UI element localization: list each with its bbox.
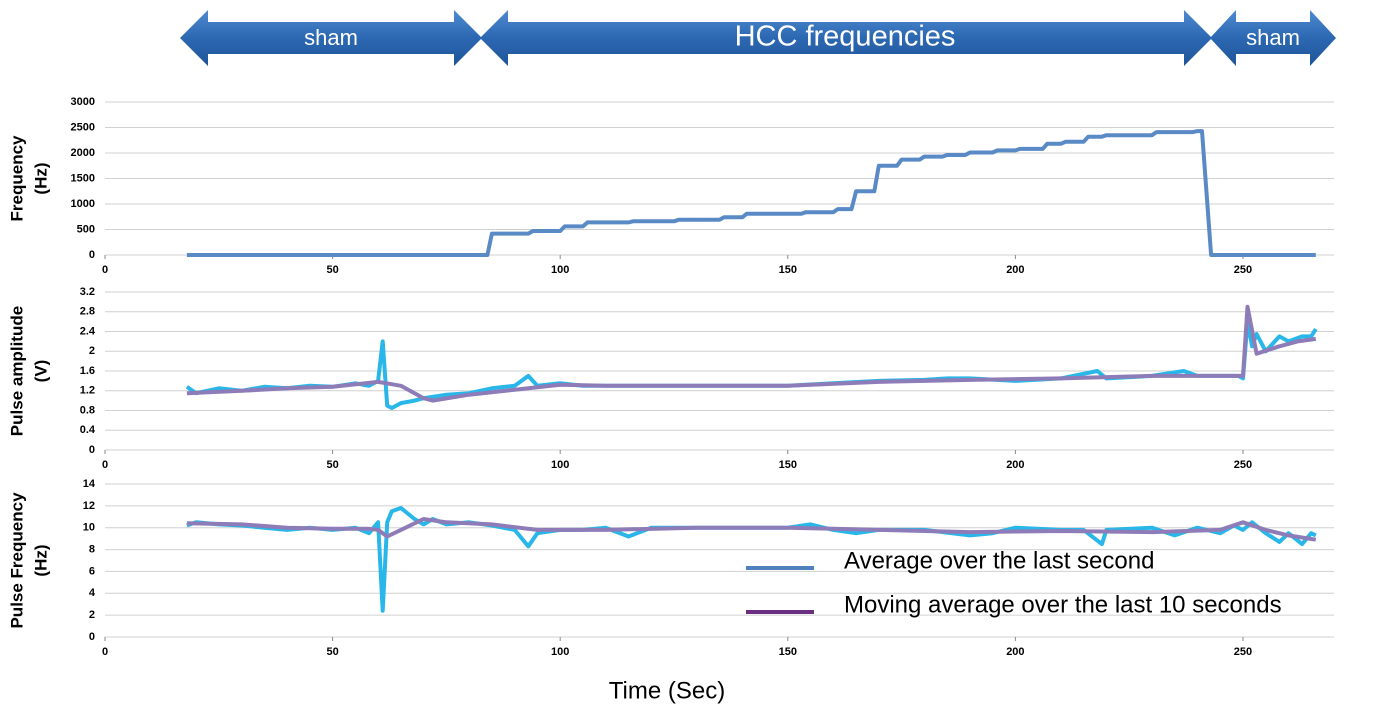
x-tick-label: 200 <box>1006 264 1024 276</box>
x-tick-label: 150 <box>779 459 797 471</box>
y-tick-label: 2000 <box>71 147 95 159</box>
y-tick-label: 0.4 <box>80 424 96 436</box>
x-tick-label: 200 <box>1006 459 1024 471</box>
y-tick-label: 3000 <box>71 96 95 108</box>
phase-label: sham <box>304 25 358 50</box>
y-tick-label: 1.2 <box>80 385 95 397</box>
x-tick-label: 200 <box>1006 646 1024 658</box>
x-tick-label: 50 <box>326 459 338 471</box>
y-tick-label: 2.8 <box>80 306 95 318</box>
data-line <box>186 517 1317 542</box>
y-tick-label: 10 <box>83 522 95 534</box>
y-axis-title: (V) <box>31 360 50 383</box>
phase-arrow <box>1210 10 1336 66</box>
legend-label: Average over the last second <box>844 547 1154 574</box>
x-tick-label: 150 <box>779 646 797 658</box>
y-axis-title: Pulse amplitude <box>7 306 26 436</box>
y-tick-label: 8 <box>89 543 95 555</box>
y-tick-label: 1000 <box>71 198 95 210</box>
data-line <box>186 304 1317 403</box>
phase-arrow <box>480 10 1212 66</box>
y-tick-label: 14 <box>83 478 96 490</box>
x-tick-label: 100 <box>551 459 569 471</box>
y-tick-label: 2.4 <box>80 325 96 337</box>
y-tick-label: 2 <box>89 609 95 621</box>
x-tick-label: 250 <box>1234 264 1252 276</box>
y-axis-title: Pulse Frequency <box>7 492 26 629</box>
y-tick-label: 0 <box>89 249 95 261</box>
x-tick-label: 100 <box>551 646 569 658</box>
phase-arrow <box>180 10 482 66</box>
x-tick-label: 250 <box>1234 646 1252 658</box>
y-axis-title: (Hz) <box>31 162 50 194</box>
x-tick-label: 250 <box>1234 459 1252 471</box>
x-tick-label: 100 <box>551 264 569 276</box>
phase-label: HCC frequencies <box>735 21 956 53</box>
y-axis-title: Frequency <box>7 135 26 222</box>
y-tick-label: 2 <box>89 345 95 357</box>
y-tick-label: 2500 <box>71 121 95 133</box>
y-axis-title: (Hz) <box>31 544 50 576</box>
phase-label: sham <box>1246 25 1300 50</box>
y-tick-label: 1.6 <box>80 365 95 377</box>
x-tick-label: 150 <box>779 264 797 276</box>
x-tick-label: 50 <box>326 264 338 276</box>
y-tick-label: 0 <box>89 631 95 643</box>
y-tick-label: 6 <box>89 565 95 577</box>
x-tick-label: 0 <box>102 646 108 658</box>
y-tick-label: 12 <box>83 500 95 512</box>
x-tick-label: 0 <box>102 264 108 276</box>
y-tick-label: 0.8 <box>80 404 95 416</box>
x-tick-label: 0 <box>102 459 108 471</box>
y-tick-label: 4 <box>89 587 96 599</box>
y-tick-label: 500 <box>77 223 95 235</box>
y-tick-label: 1500 <box>71 172 95 184</box>
data-line <box>186 129 1316 257</box>
legend-label: Moving average over the last 10 seconds <box>844 591 1282 618</box>
y-tick-label: 3.2 <box>80 286 95 298</box>
data-line <box>185 319 1318 410</box>
x-tick-label: 50 <box>326 646 338 658</box>
x-axis-title: Time (Sec) <box>609 677 725 704</box>
y-tick-label: 0 <box>89 444 95 456</box>
